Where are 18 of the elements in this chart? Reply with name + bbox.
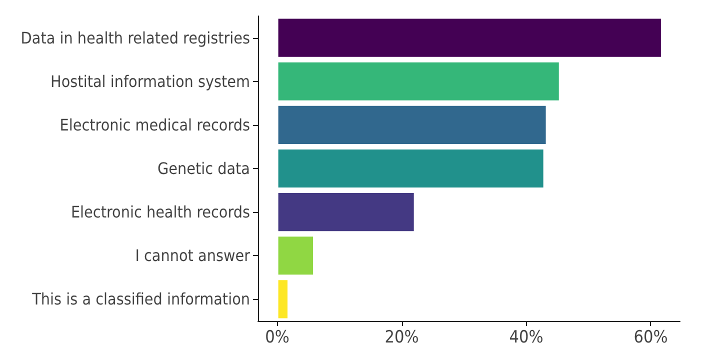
x-tick-label: 0% [265,328,290,348]
bar [277,279,288,320]
bar [277,104,547,145]
y-tick-label: Electronic medical records [60,115,250,134]
bar [277,192,415,232]
x-tick-label: 40% [509,328,544,348]
x-tick-label: 20% [384,328,419,348]
y-tick-label: I cannot answer [135,246,250,266]
bar [277,61,560,102]
x-tick-label: 60% [634,328,668,348]
y-tick-label: This is a classified information [31,290,250,309]
bar [277,148,544,189]
y-tick-label: Data in health related registries [20,28,250,48]
bar [277,18,662,58]
y-tick-label: Genetic data [157,159,250,178]
y-tick-label: Hostital information system [50,72,250,91]
y-tick-label: Electronic health records [70,202,250,222]
bar [277,236,314,276]
